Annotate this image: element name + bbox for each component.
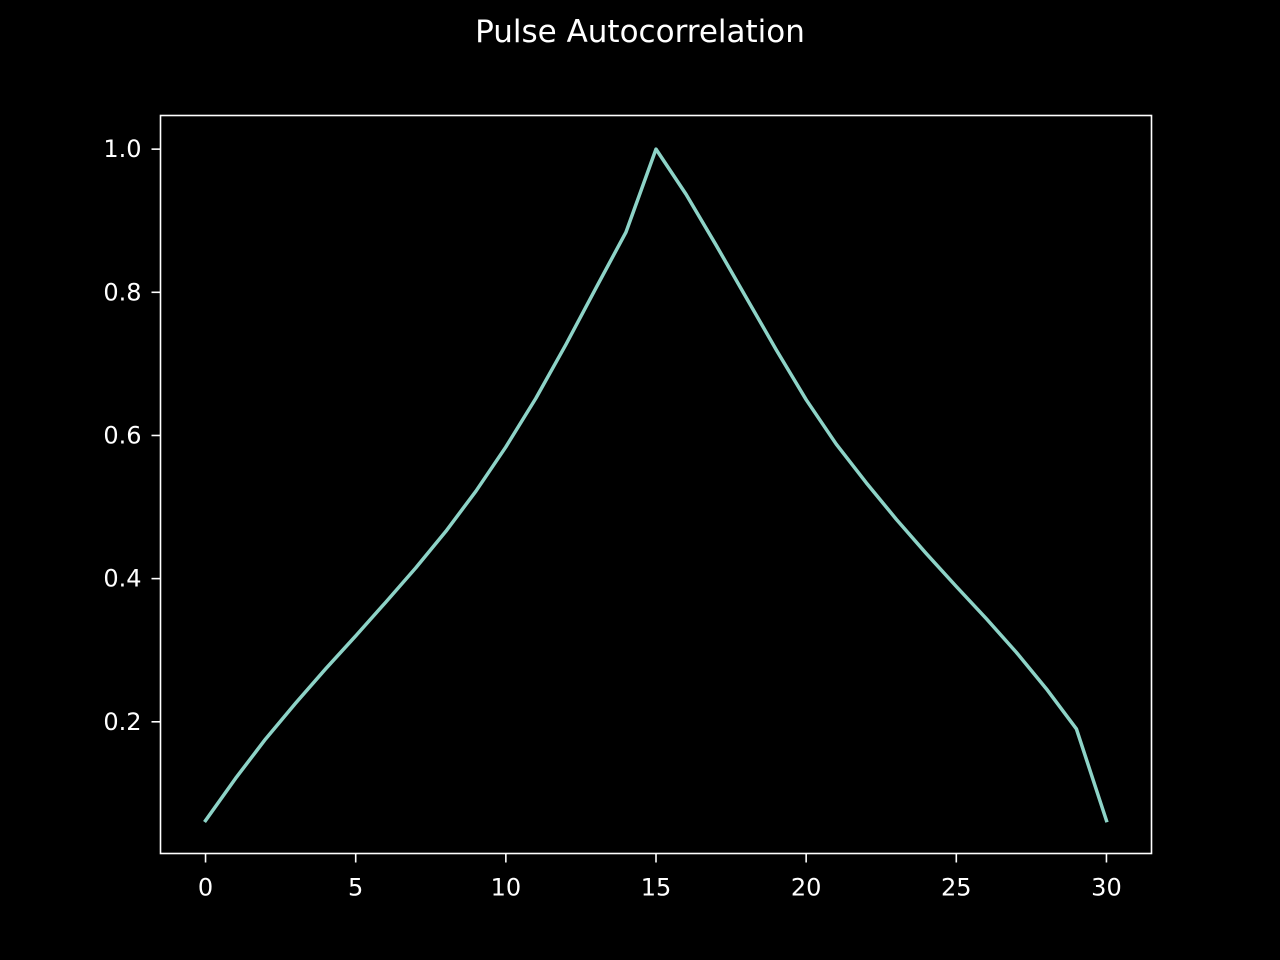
chart-title: Pulse Autocorrelation: [475, 14, 805, 50]
y-tick-label: 0.8: [103, 278, 141, 306]
x-tick-label: 5: [348, 874, 363, 902]
x-tick-label: 15: [641, 874, 672, 902]
y-tick-label: 0.2: [103, 708, 141, 736]
x-axis: 0 5 10 15 20 25 30: [198, 853, 1122, 902]
y-tick-label: 0.6: [103, 421, 141, 449]
x-tick-label: 0: [198, 874, 213, 902]
x-tick-label: 20: [791, 874, 822, 902]
series-line: [203, 147, 1109, 824]
plot-area-frame: [159, 114, 1153, 855]
y-tick-label: 0.4: [103, 565, 141, 593]
x-tick-label: 25: [941, 874, 972, 902]
y-tick-label: 1.0: [103, 135, 141, 163]
series-layer: [203, 147, 1109, 824]
y-axis: 0.2 0.4 0.6 0.8 1.0: [103, 135, 161, 736]
x-tick-label: 30: [1091, 874, 1122, 902]
x-tick-label: 10: [491, 874, 522, 902]
